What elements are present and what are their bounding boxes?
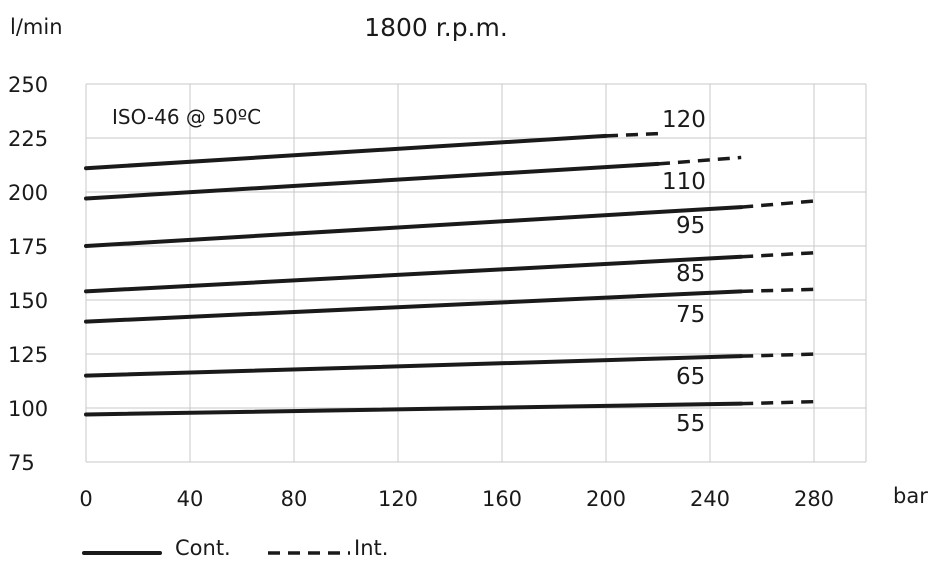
series-labels: 120 110 95 85 75 65 55	[662, 107, 706, 437]
x-tick-label: 160	[482, 487, 522, 511]
series-label-110: 110	[662, 169, 706, 195]
legend-label-int: Int.	[354, 536, 388, 560]
y-tick-label: 250	[8, 73, 48, 97]
series-line-int-110	[657, 155, 742, 166]
y-tick-label: 125	[8, 343, 48, 367]
series-label-65: 65	[676, 364, 705, 390]
series-line-int-95	[741, 198, 820, 209]
legend-label-cont: Cont.	[175, 536, 231, 560]
y-tick-label: 200	[8, 181, 48, 205]
y-axis-ticks: 75 100 125 150 175 200 225 250	[8, 73, 48, 475]
series-line-int-65	[741, 352, 820, 358]
y-axis-label: l/min	[10, 15, 63, 39]
chart-title: 1800 r.p.m.	[364, 13, 508, 42]
x-axis-ticks: 0 40 80 120 160 200 240 280	[79, 487, 834, 511]
series-line-cont-65	[84, 354, 744, 378]
series-label-55: 55	[676, 411, 705, 437]
legend: Cont. Int.	[82, 536, 388, 560]
x-tick-label: 280	[794, 487, 834, 511]
series-line-cont-110	[84, 161, 660, 201]
series-line-cont-120	[84, 133, 608, 171]
x-tick-label: 240	[690, 487, 730, 511]
x-tick-label: 120	[378, 487, 418, 511]
y-tick-label: 175	[8, 235, 48, 259]
y-tick-label: 75	[8, 451, 35, 475]
series-line-int-75	[741, 287, 820, 294]
x-tick-label: 40	[177, 487, 204, 511]
series-label-120: 120	[662, 107, 706, 133]
series-line-cont-55	[84, 401, 744, 417]
x-tick-label: 200	[586, 487, 626, 511]
y-tick-label: 100	[8, 397, 48, 421]
series-line-int-55	[741, 399, 820, 406]
series-line-int-120	[605, 131, 659, 138]
series-label-85: 85	[676, 261, 705, 287]
series-label-75: 75	[676, 302, 705, 328]
x-axis-label: bar	[893, 484, 928, 508]
y-tick-label: 150	[8, 289, 48, 313]
series-label-95: 95	[676, 213, 705, 239]
oil-annotation: ISO-46 @ 50ºC	[112, 105, 261, 129]
series-line-cont-95	[84, 205, 744, 248]
series-line-int-85	[741, 250, 820, 259]
x-tick-label: 80	[281, 487, 308, 511]
x-tick-label: 0	[79, 487, 92, 511]
series-line-cont-75	[84, 289, 744, 324]
y-tick-label: 225	[8, 127, 48, 151]
grid	[85, 83, 867, 463]
series-line-cont-85	[84, 254, 744, 294]
series-lines	[84, 131, 820, 417]
